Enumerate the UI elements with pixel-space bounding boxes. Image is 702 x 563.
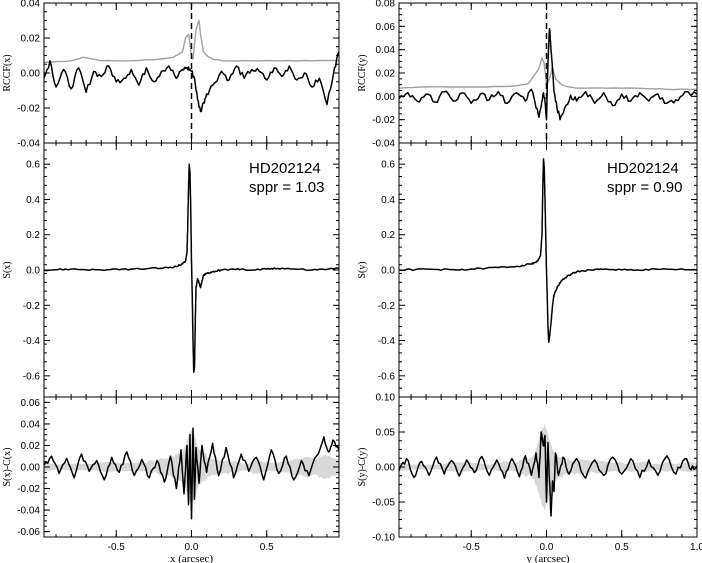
y-tick-label: -0.05 — [372, 498, 395, 509]
uncertainty-band — [44, 430, 339, 504]
x-tick-label: 0.5 — [615, 542, 629, 553]
y-tick-label: 0.4 — [381, 195, 395, 206]
series-line-black — [44, 427, 339, 520]
series-line-black — [399, 27, 697, 121]
y-tick-label: 0.00 — [376, 92, 396, 103]
x-tick-label: -0.5 — [463, 542, 481, 553]
y-tick-label: 0.0 — [26, 266, 40, 277]
y-tick-label: 0.08 — [376, 0, 396, 10]
y-tick-label: 0.06 — [376, 22, 396, 33]
y-tick-label: 0.04 — [21, 419, 41, 430]
y-tick-label: -0.2 — [23, 301, 41, 312]
panel-rccf_x: 0.04 0.02 0.00 -0.02 -0.04 RCCF(x) — [2, 0, 340, 150]
y-tick-label: -0.6 — [378, 371, 396, 382]
y-tick-label: 0.05 — [376, 428, 396, 439]
y-tick-label: 0.02 — [21, 34, 41, 45]
y-axis-label: S(y) — [357, 261, 368, 278]
panel-s_x: 0.6 0.4 0.2 0.0 -0.2 -0.4 -0.6 S(x) HD202124 sppr… — [2, 142, 340, 398]
y-tick-label: -0.4 — [23, 336, 41, 347]
y-tick-label: 0.04 — [21, 0, 41, 10]
y-tick-label: 0.02 — [376, 69, 396, 80]
y-tick-label: 0.00 — [376, 463, 396, 474]
x-tick-label: 0.5 — [260, 542, 274, 553]
y-tick-label: -0.10 — [372, 533, 395, 544]
x-axis-label: x (arcsec) — [170, 553, 213, 563]
y-tick-label: -0.02 — [17, 104, 40, 115]
x-tick-label: 1.0 — [690, 542, 702, 553]
y-tick-label: -0.4 — [378, 336, 396, 347]
y-tick-label: -0.04 — [372, 139, 395, 150]
y-axis-label: S(x)-C(x) — [2, 448, 13, 487]
series-line-black — [44, 51, 339, 113]
y-axis-label: RCCF(y) — [357, 54, 368, 91]
y-tick-label: 0.06 — [21, 398, 41, 409]
y-axis-label: S(y)-C(y) — [357, 448, 368, 487]
x-tick-label: 0.0 — [540, 542, 554, 553]
y-tick-label: 0.04 — [376, 45, 396, 56]
y-axis-label: S(x) — [2, 261, 13, 278]
series-line-black — [399, 431, 697, 517]
y-tick-label: -0.04 — [17, 139, 40, 150]
y-tick-label: 0.2 — [381, 230, 395, 241]
panel-rccf_y: 0.08 0.06 0.04 0.02 0.00 -0.02 -0.04 RCCF(y) — [357, 0, 698, 150]
y-tick-label: 0.10 — [376, 393, 396, 404]
y-tick-label: 0.00 — [21, 463, 41, 474]
series-line-black — [399, 158, 697, 344]
y-tick-label: -0.06 — [17, 527, 40, 538]
y-tick-label: 0.6 — [26, 160, 40, 171]
annotation-text: sppr = 0.90 — [607, 179, 682, 196]
y-tick-label: 0.4 — [26, 195, 40, 206]
y-tick-label: -0.04 — [17, 506, 40, 517]
annotation-text: sppr = 1.03 — [249, 179, 324, 196]
series-line-gray — [44, 19, 339, 64]
y-tick-label: 0.0 — [381, 266, 395, 277]
series-line-black — [44, 163, 339, 374]
y-tick-label: 0.00 — [21, 69, 41, 80]
y-tick-label: 0.2 — [26, 230, 40, 241]
x-tick-label: 0.0 — [185, 542, 199, 553]
panel-res_x: 0.06 0.04 0.02 0.00 -0.02 -0.04 -0.06 -0.5 0.0 0.… — [2, 396, 340, 563]
panel-res_y: 0.10 0.05 0.00 -0.05 -0.10 -0.5 0.0 0.5 1.0 S(y)-… — [357, 393, 702, 563]
y-axis-label: RCCF(x) — [2, 54, 13, 91]
x-tick-label: -0.5 — [108, 542, 126, 553]
panel-s_y: 0.6 0.4 0.2 0.0 -0.2 -0.4 -0.6 S(y) HD202124 sppr… — [357, 142, 698, 398]
y-tick-label: 0.6 — [381, 160, 395, 171]
y-tick-label: -0.2 — [378, 301, 396, 312]
annotation-text: HD202124 — [249, 160, 321, 177]
annotation-text: HD202124 — [607, 160, 679, 177]
y-tick-label: -0.02 — [372, 115, 395, 126]
y-tick-label: 0.02 — [21, 441, 41, 452]
y-tick-label: -0.6 — [23, 371, 41, 382]
y-tick-label: -0.02 — [17, 484, 40, 495]
x-axis-label: y (arcsec) — [526, 553, 569, 563]
